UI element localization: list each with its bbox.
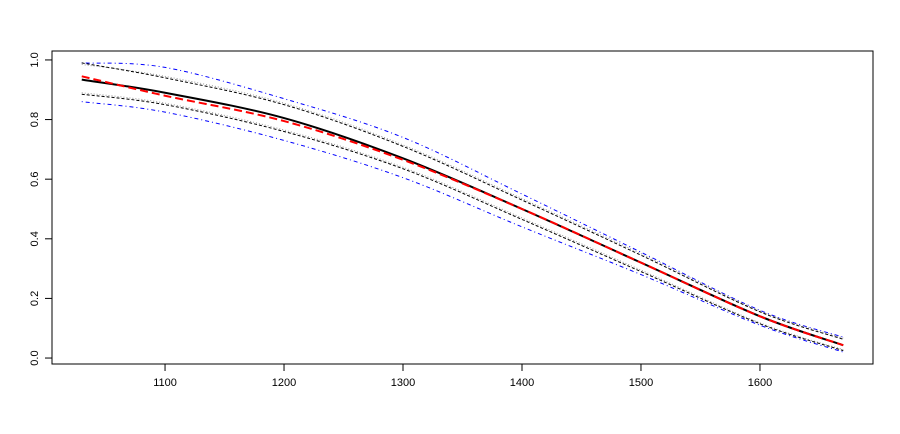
x-axis: 1100 1200 1300 1400 1500 1600 xyxy=(153,364,772,389)
y-tick-label: 0.6 xyxy=(29,172,41,187)
series-line-1 xyxy=(81,101,844,353)
x-tick-label: 1300 xyxy=(391,377,415,389)
series-lines xyxy=(81,62,844,353)
series-line-0 xyxy=(81,62,844,338)
y-tick-label: 1.0 xyxy=(29,52,41,67)
plot-frame xyxy=(51,50,874,365)
x-tick-label: 1100 xyxy=(153,377,177,389)
series-line-4 xyxy=(81,62,844,340)
y-tick-label: 0.2 xyxy=(29,291,41,306)
x-tick-label: 1400 xyxy=(510,377,534,389)
series-line-7 xyxy=(81,75,844,347)
y-tick-label: 0.0 xyxy=(29,350,41,365)
series-line-2 xyxy=(81,63,844,339)
y-tick-label: 0.8 xyxy=(29,112,41,127)
series-line-3 xyxy=(81,92,844,351)
x-tick-label: 1200 xyxy=(272,377,296,389)
y-tick-label: 0.4 xyxy=(29,231,41,246)
series-line-6 xyxy=(81,78,844,347)
y-axis: 0.0 0.2 0.4 0.6 0.8 1.0 xyxy=(29,52,52,366)
series-line-5 xyxy=(81,93,844,352)
x-tick-label: 1600 xyxy=(748,377,772,389)
x-tick-label: 1500 xyxy=(629,377,653,389)
